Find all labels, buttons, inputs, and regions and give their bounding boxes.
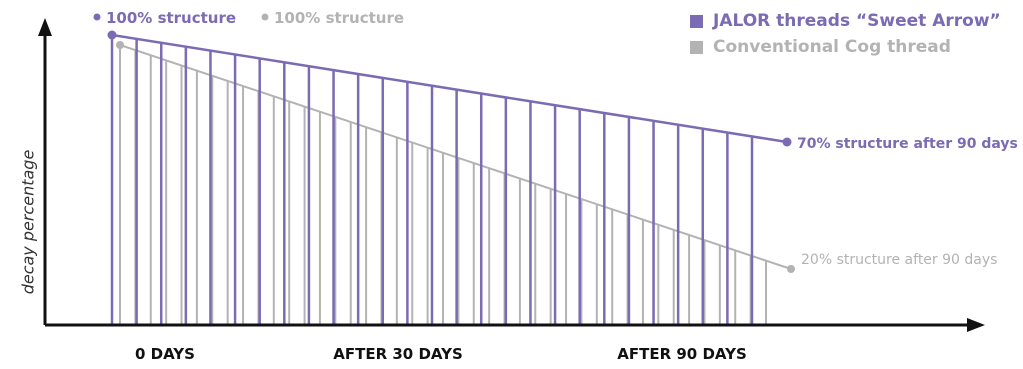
y-axis-arrow bbox=[38, 18, 52, 36]
series-gray-start-point bbox=[116, 41, 124, 49]
legend-label-gray: Conventional Cog thread bbox=[713, 37, 951, 57]
legend-item-gray: Conventional Cog thread bbox=[690, 34, 1001, 60]
series-gray-end-point bbox=[787, 265, 795, 273]
gray-end-label: 20% structure after 90 days bbox=[801, 252, 997, 268]
axes bbox=[38, 18, 985, 332]
series-purple-start-point bbox=[107, 30, 117, 40]
chart-labels: 100% structure 100% structure 70% structur… bbox=[93, 9, 1018, 363]
legend-label-purple: JALOR threads “Sweet Arrow” bbox=[713, 11, 1001, 31]
series-purple-end-point bbox=[782, 137, 792, 147]
series-purple-fill bbox=[107, 30, 792, 325]
legend-swatch-purple bbox=[690, 14, 703, 28]
y-axis-label: decay percentage bbox=[18, 149, 38, 295]
purple-start-label-dot bbox=[93, 13, 101, 21]
series-purple-line bbox=[111, 33, 788, 144]
gray-start-label: 100% structure bbox=[274, 9, 404, 27]
series-gray-fill bbox=[116, 41, 795, 325]
x-tick-label: AFTER 30 DAYS bbox=[333, 345, 463, 363]
purple-end-label: 70% structure after 90 days bbox=[797, 136, 1018, 152]
x-tick-label: 0 DAYS bbox=[135, 345, 195, 363]
legend-swatch-gray bbox=[690, 40, 703, 54]
gray-start-label-dot bbox=[261, 13, 269, 21]
x-tick-label: AFTER 90 DAYS bbox=[617, 345, 747, 363]
x-axis-arrow bbox=[967, 318, 985, 332]
purple-start-label: 100% structure bbox=[106, 9, 236, 27]
legend: JALOR threads “Sweet Arrow” Conventional… bbox=[690, 8, 1001, 60]
legend-item-purple: JALOR threads “Sweet Arrow” bbox=[690, 8, 1001, 34]
